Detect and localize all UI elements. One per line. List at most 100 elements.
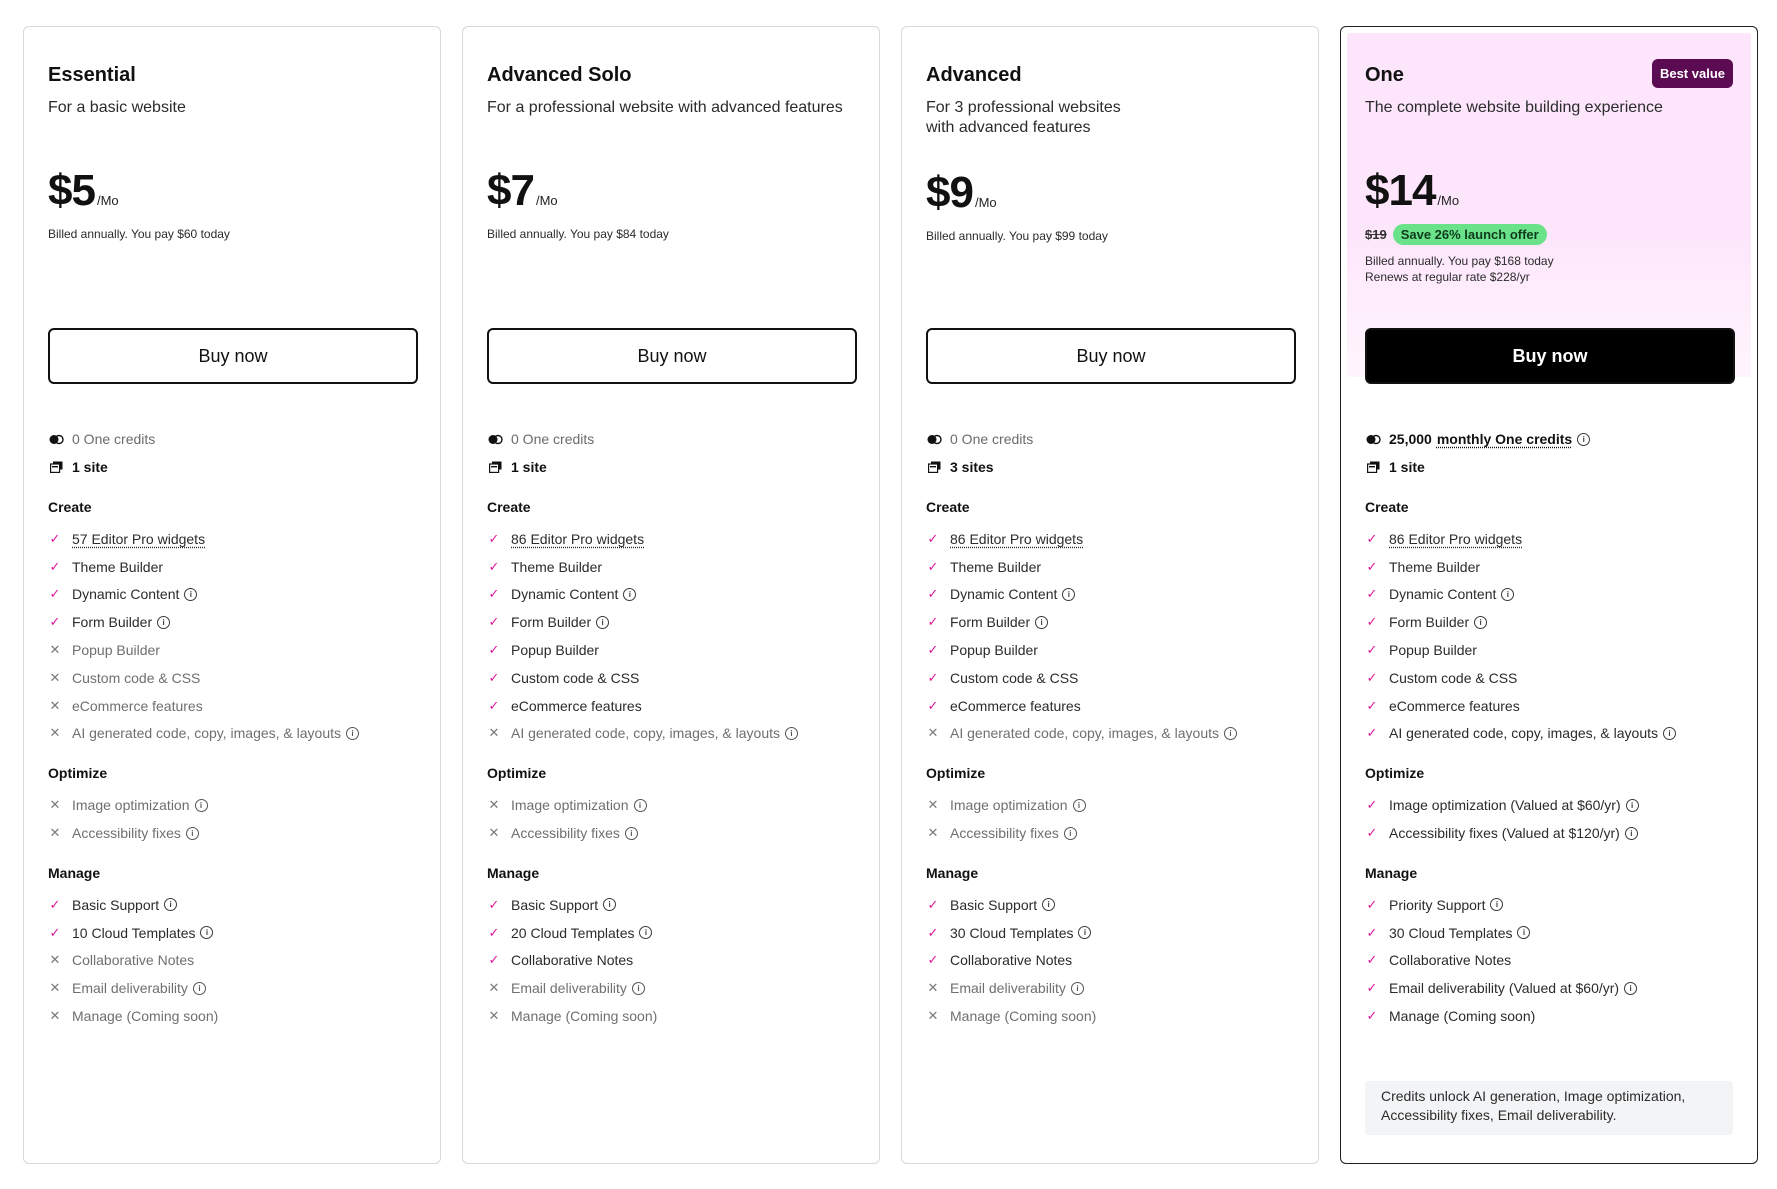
check-icon: ✓ xyxy=(1366,669,1378,685)
credits-text: 0 One credits xyxy=(511,431,595,447)
cross-icon: ✕ xyxy=(49,797,61,813)
info-icon[interactable]: i xyxy=(785,726,799,740)
feature-label: Basic Support xyxy=(72,896,160,913)
feature-label: Popup Builder xyxy=(511,642,599,659)
feature-item: ✓ Form Builder i xyxy=(926,608,1300,636)
info-icon[interactable]: i xyxy=(1072,798,1086,812)
check-icon: ✓ xyxy=(927,896,939,912)
info-icon[interactable]: i xyxy=(1625,798,1639,812)
plan-card-one: Best value One The complete website buildi… xyxy=(1340,26,1758,1164)
feature-label: Email deliverability (Valued at $60/yr) xyxy=(1389,980,1620,997)
feature-item: ✓ 20 Cloud Templates i xyxy=(487,919,861,947)
feature-label: Dynamic Content xyxy=(1389,586,1497,603)
check-icon: ✓ xyxy=(927,924,939,940)
info-icon[interactable]: i xyxy=(623,587,637,601)
info-icon[interactable]: i xyxy=(1501,587,1515,601)
feature-label[interactable]: 86 Editor Pro widgets xyxy=(511,530,645,547)
buy-now-button[interactable]: Buy now xyxy=(926,328,1296,384)
feature-label: Image optimization xyxy=(72,797,190,814)
price-row: $14/Mo xyxy=(1365,166,1733,216)
info-icon[interactable]: i xyxy=(1062,587,1076,601)
check-icon: ✓ xyxy=(927,614,939,630)
feature-label: Collaborative Notes xyxy=(72,952,195,969)
feature-label: Manage (Coming soon) xyxy=(511,1008,658,1025)
feature-label: eCommerce features xyxy=(950,697,1081,714)
buy-now-button[interactable]: Buy now xyxy=(48,328,418,384)
check-icon: ✓ xyxy=(49,530,61,546)
feature-item: ✕ AI generated code, copy, images, & layo… xyxy=(926,720,1300,748)
feature-item: ✓ Collaborative Notes xyxy=(1365,947,1739,975)
price-period: /Mo xyxy=(1437,193,1460,208)
info-icon[interactable]: i xyxy=(184,587,198,601)
info-icon[interactable]: i xyxy=(200,926,214,940)
check-icon: ✓ xyxy=(927,669,939,685)
info-icon[interactable]: i xyxy=(639,926,653,940)
check-icon: ✓ xyxy=(1366,586,1378,602)
credits-link[interactable]: monthly One credits xyxy=(1436,431,1573,447)
info-icon[interactable]: i xyxy=(1070,981,1084,995)
section-title-optimize: Optimize xyxy=(926,765,986,782)
info-icon[interactable]: i xyxy=(1663,726,1677,740)
info-icon[interactable]: i xyxy=(1224,726,1238,740)
best-value-badge: Best value xyxy=(1651,59,1733,88)
feature-item: ✕ eCommerce features xyxy=(48,692,422,720)
section-title-create: Create xyxy=(487,499,531,515)
feature-label: Accessibility fixes xyxy=(950,825,1059,842)
feature-label[interactable]: 86 Editor Pro widgets xyxy=(1389,530,1523,547)
feature-label[interactable]: 57 Editor Pro widgets xyxy=(72,530,206,547)
feature-item: ✕ Image optimization i xyxy=(487,791,861,819)
info-icon[interactable]: i xyxy=(624,826,638,840)
info-icon[interactable]: i xyxy=(157,615,171,629)
check-icon: ✓ xyxy=(927,952,939,968)
info-icon[interactable]: i xyxy=(631,981,645,995)
cross-icon: ✕ xyxy=(49,980,61,996)
feature-label: Accessibility fixes (Valued at $120/yr) xyxy=(1389,825,1620,842)
info-icon[interactable]: i xyxy=(194,798,208,812)
feature-item: ✓ eCommerce features xyxy=(487,692,861,720)
info-icon[interactable]: i xyxy=(185,826,199,840)
feature-item: ✓ 86 Editor Pro widgets xyxy=(1365,525,1739,553)
price-period: /Mo xyxy=(974,195,997,210)
buy-now-button[interactable]: Buy now xyxy=(487,328,857,384)
info-icon[interactable]: i xyxy=(1035,615,1049,629)
check-icon: ✓ xyxy=(1366,642,1378,658)
info-icon[interactable]: i xyxy=(1624,981,1638,995)
feature-item: ✓ Dynamic Content i xyxy=(487,581,861,609)
info-icon[interactable]: i xyxy=(1490,898,1504,912)
check-icon: ✓ xyxy=(927,697,939,713)
feature-label: AI generated code, copy, images, & layou… xyxy=(1389,725,1659,742)
info-icon[interactable]: i xyxy=(633,798,647,812)
cross-icon: ✕ xyxy=(488,725,500,741)
feature-item: ✓ Popup Builder xyxy=(926,636,1300,664)
check-icon: ✓ xyxy=(49,614,61,630)
feature-item: ✓ 30 Cloud Templates i xyxy=(926,919,1300,947)
feature-label: Image optimization (Valued at $60/yr) xyxy=(1389,797,1621,814)
section-title-create: Create xyxy=(926,499,970,515)
info-icon[interactable]: i xyxy=(1577,432,1591,446)
info-icon[interactable]: i xyxy=(1517,926,1531,940)
info-icon[interactable]: i xyxy=(1078,926,1092,940)
info-icon[interactable]: i xyxy=(164,898,178,912)
buy-now-button[interactable]: Buy now xyxy=(1365,328,1735,384)
feature-item: ✓ Form Builder i xyxy=(48,608,422,636)
feature-item: ✓ Collaborative Notes xyxy=(487,947,861,975)
check-icon: ✓ xyxy=(488,669,500,685)
info-icon[interactable]: i xyxy=(1624,826,1638,840)
feature-item: ✕ Manage (Coming soon) xyxy=(487,1002,861,1030)
feature-label[interactable]: 86 Editor Pro widgets xyxy=(950,530,1084,547)
info-icon[interactable]: i xyxy=(1474,615,1488,629)
info-icon[interactable]: i xyxy=(603,898,617,912)
feature-item: ✓ Theme Builder xyxy=(1365,553,1739,581)
info-icon[interactable]: i xyxy=(596,615,610,629)
info-icon[interactable]: i xyxy=(192,981,206,995)
section-title-manage: Manage xyxy=(48,864,101,881)
feature-label: Popup Builder xyxy=(1389,642,1477,659)
plan-header: Advanced Solo For a professional website … xyxy=(463,27,879,377)
info-icon[interactable]: i xyxy=(346,726,360,740)
info-icon[interactable]: i xyxy=(1063,826,1077,840)
check-icon: ✓ xyxy=(49,586,61,602)
feature-item: ✓ Custom code & CSS xyxy=(1365,664,1739,692)
info-icon[interactable]: i xyxy=(1042,898,1056,912)
price-period: /Mo xyxy=(535,193,558,208)
feature-item: ✓ Basic Support i xyxy=(48,891,422,919)
